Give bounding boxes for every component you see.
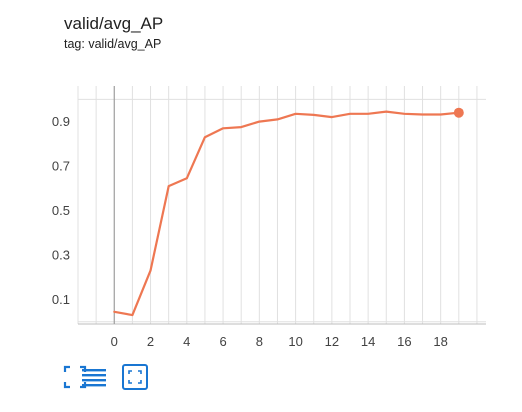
x-tick-label: 12 [325, 334, 339, 349]
x-tick-label: 0 [111, 334, 118, 349]
y-tick-label: 0.5 [52, 203, 70, 218]
x-tick-label: 16 [397, 334, 411, 349]
x-tick-label: 14 [361, 334, 375, 349]
x-tick-label: 4 [183, 334, 190, 349]
x-tick-label: 10 [288, 334, 302, 349]
chart-title: valid/avg_AP [64, 14, 164, 33]
tick-labels: 0 2 4 6 8 10 12 14 16 18 0.1 0.3 0.5 0.7 0.9 [52, 114, 448, 349]
y-tick-label: 0.1 [52, 292, 70, 307]
fit-domain-icon [122, 364, 148, 390]
y-tick-label: 0.9 [52, 114, 70, 129]
series-line [113, 110, 460, 317]
fit-domain-button[interactable] [120, 362, 150, 392]
axes [78, 86, 486, 325]
series-layer [113, 107, 464, 317]
x-tick-label: 2 [147, 334, 154, 349]
chart-tag-line: tag: valid/avg_AP [64, 37, 162, 51]
y-tick-label: 0.3 [52, 248, 70, 263]
grid-lines [77, 86, 486, 324]
toggle-y-log-icon [82, 369, 106, 387]
toggle-log-scale-button[interactable] [78, 362, 108, 392]
last-point-marker [453, 107, 464, 118]
x-tick-label: 6 [219, 334, 226, 349]
x-tick-label: 18 [433, 334, 447, 349]
x-tick-label: 8 [256, 334, 263, 349]
y-tick-label: 0.7 [52, 159, 70, 174]
